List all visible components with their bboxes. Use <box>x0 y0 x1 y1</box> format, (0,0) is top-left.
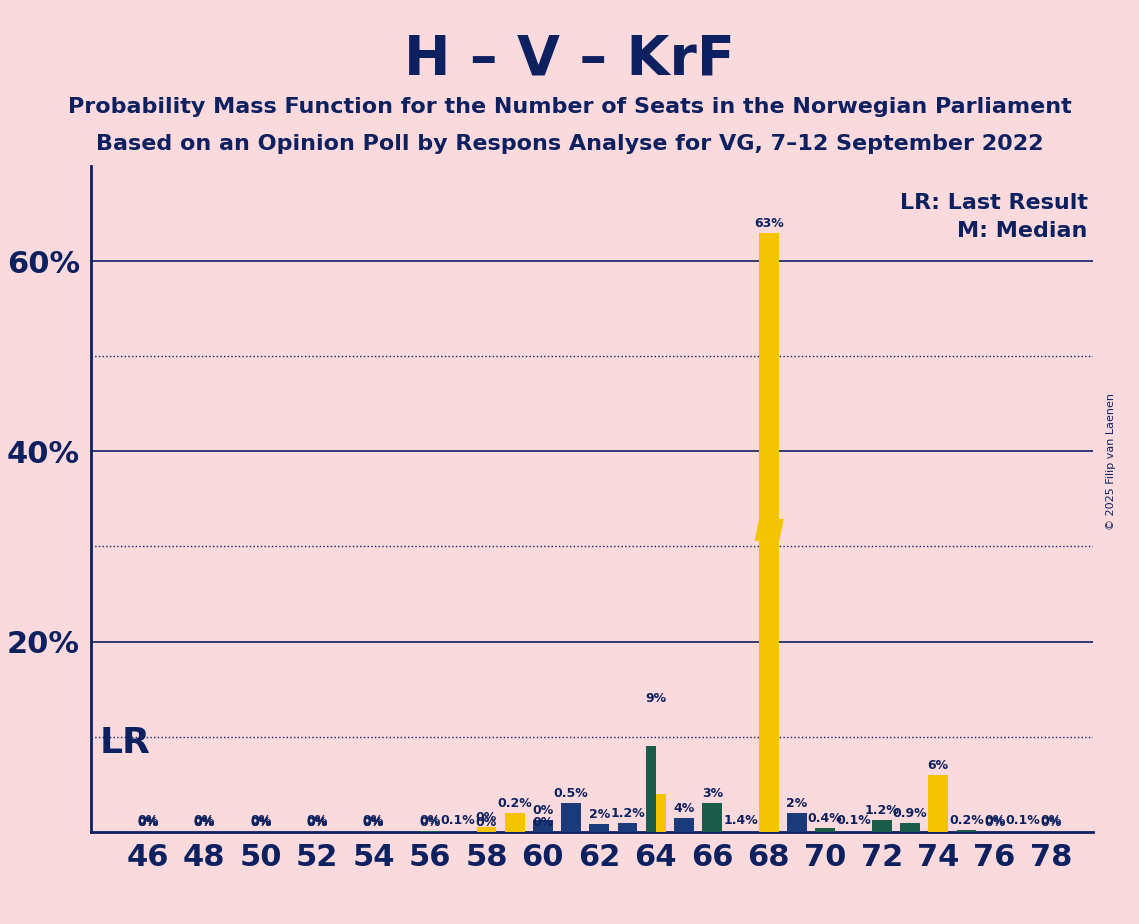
Bar <box>900 823 920 832</box>
Bar <box>476 827 497 832</box>
Text: 0%: 0% <box>306 814 328 827</box>
Text: 0%: 0% <box>419 814 441 827</box>
Text: 0.2%: 0.2% <box>498 796 532 809</box>
Text: Probability Mass Function for the Number of Seats in the Norwegian Parliament: Probability Mass Function for the Number… <box>67 97 1072 117</box>
Bar <box>420 831 440 832</box>
Bar <box>928 774 948 832</box>
Text: 0%: 0% <box>137 816 158 829</box>
Text: 0%: 0% <box>137 814 158 827</box>
Text: 1.2%: 1.2% <box>611 808 645 821</box>
Text: 0.4%: 0.4% <box>808 812 843 825</box>
Bar <box>703 803 722 832</box>
Text: 0%: 0% <box>249 816 271 829</box>
Text: © 2025 Filip van Laenen: © 2025 Filip van Laenen <box>1106 394 1115 530</box>
Text: 0.9%: 0.9% <box>893 808 927 821</box>
Bar <box>449 831 468 832</box>
Bar <box>844 831 863 832</box>
Bar <box>646 746 656 832</box>
Text: H – V – KrF: H – V – KrF <box>404 32 735 86</box>
Bar <box>871 821 892 832</box>
Text: 0%: 0% <box>419 816 441 829</box>
Text: 0.1%: 0.1% <box>441 814 476 827</box>
Text: 0%: 0% <box>194 814 214 827</box>
Text: M: Median: M: Median <box>958 222 1088 241</box>
Text: 0%: 0% <box>1040 814 1062 827</box>
Bar <box>816 828 835 832</box>
Text: 0%: 0% <box>363 816 384 829</box>
Text: M: M <box>754 517 784 547</box>
Bar <box>674 819 694 832</box>
Text: 9%: 9% <box>646 692 666 705</box>
Bar <box>617 823 638 832</box>
Text: 0%: 0% <box>532 805 554 818</box>
Bar <box>759 233 779 832</box>
Text: 0%: 0% <box>1040 816 1062 829</box>
Text: 0%: 0% <box>137 816 158 829</box>
Text: 0%: 0% <box>476 816 497 829</box>
Bar <box>656 794 665 832</box>
Text: 0%: 0% <box>249 816 271 829</box>
Text: 0%: 0% <box>984 816 1006 829</box>
Text: Based on an Opinion Poll by Respons Analyse for VG, 7–12 September 2022: Based on an Opinion Poll by Respons Anal… <box>96 134 1043 154</box>
Text: 0%: 0% <box>194 816 214 829</box>
Text: 3%: 3% <box>702 787 723 800</box>
Text: 63%: 63% <box>754 217 784 230</box>
Text: 0.5%: 0.5% <box>554 787 589 800</box>
Text: 1.4%: 1.4% <box>723 814 757 827</box>
Text: 0%: 0% <box>532 816 554 829</box>
Bar <box>562 803 581 832</box>
Text: 0%: 0% <box>249 814 271 827</box>
Text: 0%: 0% <box>476 811 497 824</box>
Text: 6%: 6% <box>927 759 949 772</box>
Text: 0%: 0% <box>984 814 1006 827</box>
Bar <box>1013 831 1033 832</box>
Text: 0.1%: 0.1% <box>1006 814 1040 827</box>
Text: 4%: 4% <box>673 802 695 816</box>
Text: 0%: 0% <box>306 816 328 829</box>
Text: 2%: 2% <box>786 796 808 809</box>
Text: 0%: 0% <box>306 816 328 829</box>
Bar <box>787 812 806 832</box>
Bar <box>505 812 525 832</box>
Text: LR: LR <box>99 726 150 760</box>
Text: 0%: 0% <box>363 814 384 827</box>
Text: 0%: 0% <box>194 816 214 829</box>
Bar <box>957 830 976 832</box>
Text: 2%: 2% <box>589 808 611 821</box>
Text: 0.2%: 0.2% <box>949 814 984 827</box>
Text: LR: Last Result: LR: Last Result <box>900 193 1088 213</box>
Text: 0%: 0% <box>363 816 384 829</box>
Bar <box>590 824 609 832</box>
Text: 0.1%: 0.1% <box>836 814 871 827</box>
Bar <box>533 821 552 832</box>
Text: 1.2%: 1.2% <box>865 805 899 818</box>
